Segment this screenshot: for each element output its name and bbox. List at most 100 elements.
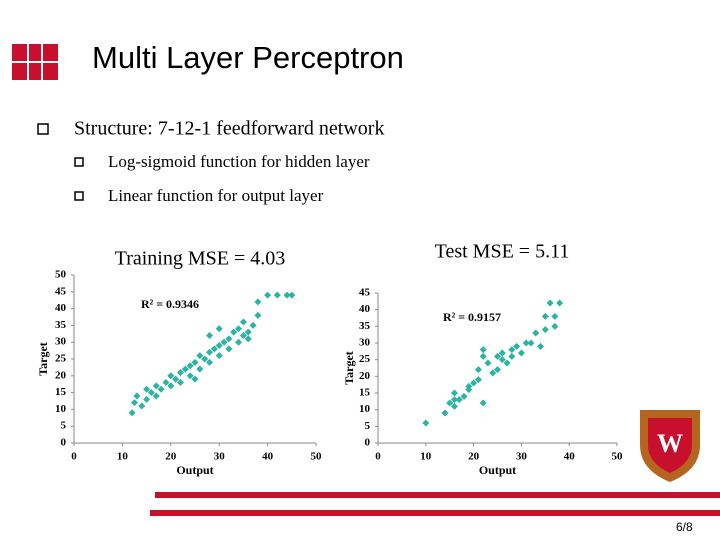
point — [191, 375, 199, 383]
point — [225, 345, 233, 353]
x-tick-label: 0 — [375, 451, 381, 463]
point — [254, 298, 262, 306]
x-tick-label: 20 — [468, 451, 480, 463]
point — [254, 311, 262, 319]
point — [508, 352, 516, 360]
point — [474, 366, 482, 374]
point — [450, 389, 458, 397]
x-tick-label: 10 — [420, 451, 432, 463]
chart-title: Training MSE = 4.03 — [115, 248, 286, 270]
y-tick-label: 40 — [55, 302, 67, 314]
point — [446, 399, 454, 407]
point — [201, 355, 209, 363]
y-tick-label: 20 — [359, 370, 371, 382]
x-tick-label: 30 — [214, 451, 226, 463]
y-tick-label: 0 — [61, 437, 67, 449]
y-tick-label: 35 — [55, 319, 67, 331]
y-tick-label: 20 — [55, 369, 67, 381]
x-tick-label: 30 — [516, 451, 528, 463]
bullet-icon — [74, 191, 84, 201]
point — [239, 318, 247, 326]
point — [470, 379, 478, 387]
point — [498, 349, 506, 357]
point — [489, 369, 497, 377]
point — [455, 396, 463, 404]
point — [138, 402, 146, 410]
sub-bullet: Linear function for output layer — [108, 186, 324, 205]
y-tick-label: 0 — [365, 437, 371, 449]
point — [249, 321, 257, 329]
y-tick-label: 50 — [55, 269, 67, 281]
x-tick-label: 40 — [262, 451, 274, 463]
point — [441, 409, 449, 417]
point — [556, 299, 564, 307]
point — [264, 291, 272, 299]
bullet-icon — [37, 123, 49, 135]
point — [191, 358, 199, 366]
y-axis-label: Target — [342, 351, 356, 385]
x-axis-label: Output — [479, 463, 516, 477]
x-tick-label: 40 — [564, 451, 576, 463]
point — [210, 345, 218, 353]
sub-bullet: Log-sigmoid function for hidden layer — [108, 152, 370, 171]
point — [152, 382, 160, 390]
point — [239, 331, 247, 339]
point — [503, 359, 511, 367]
page-number: 6/8 — [676, 520, 693, 534]
point — [143, 385, 151, 393]
point — [517, 349, 525, 357]
point — [235, 325, 243, 333]
point — [162, 379, 170, 387]
y-tick-label: 30 — [55, 336, 67, 348]
point — [450, 402, 458, 410]
point — [551, 322, 559, 330]
point — [225, 335, 233, 343]
point — [143, 395, 151, 403]
point — [551, 312, 559, 320]
point — [206, 331, 214, 339]
point — [186, 362, 194, 370]
point — [537, 342, 545, 350]
y-tick-label: 5 — [365, 420, 371, 432]
point — [181, 365, 189, 373]
point — [508, 346, 516, 354]
point — [460, 392, 468, 400]
y-tick-label: 40 — [359, 303, 371, 315]
point — [494, 366, 501, 374]
point — [522, 339, 530, 347]
logo — [12, 44, 58, 80]
point — [494, 352, 501, 360]
point — [288, 291, 296, 299]
point — [167, 372, 175, 380]
point — [283, 291, 291, 299]
x-axis-label: Output — [176, 463, 213, 477]
point — [498, 356, 506, 364]
y-tick-label: 45 — [55, 285, 67, 297]
point — [128, 409, 136, 417]
crest: W — [640, 410, 700, 482]
y-tick-label: 35 — [359, 320, 371, 332]
point — [196, 365, 204, 373]
point — [206, 348, 214, 356]
point — [186, 372, 194, 380]
point — [131, 399, 138, 407]
y-tick-label: 25 — [55, 353, 67, 365]
y-tick-label: 10 — [55, 403, 67, 415]
x-tick-label: 10 — [117, 451, 129, 463]
x-tick-label: 20 — [165, 451, 177, 463]
point — [196, 352, 204, 360]
point — [422, 419, 430, 427]
y-tick-label: 30 — [359, 337, 371, 349]
point — [235, 338, 243, 346]
point — [215, 342, 223, 350]
point — [546, 299, 554, 307]
footer-bar — [150, 510, 720, 516]
annotation: R² = 0.9157 — [443, 310, 501, 324]
point — [244, 328, 252, 336]
y-tick-label: 5 — [61, 420, 67, 432]
y-tick-label: 15 — [55, 386, 67, 398]
point — [484, 359, 492, 367]
point — [220, 338, 228, 346]
y-tick-label: 15 — [359, 387, 371, 399]
